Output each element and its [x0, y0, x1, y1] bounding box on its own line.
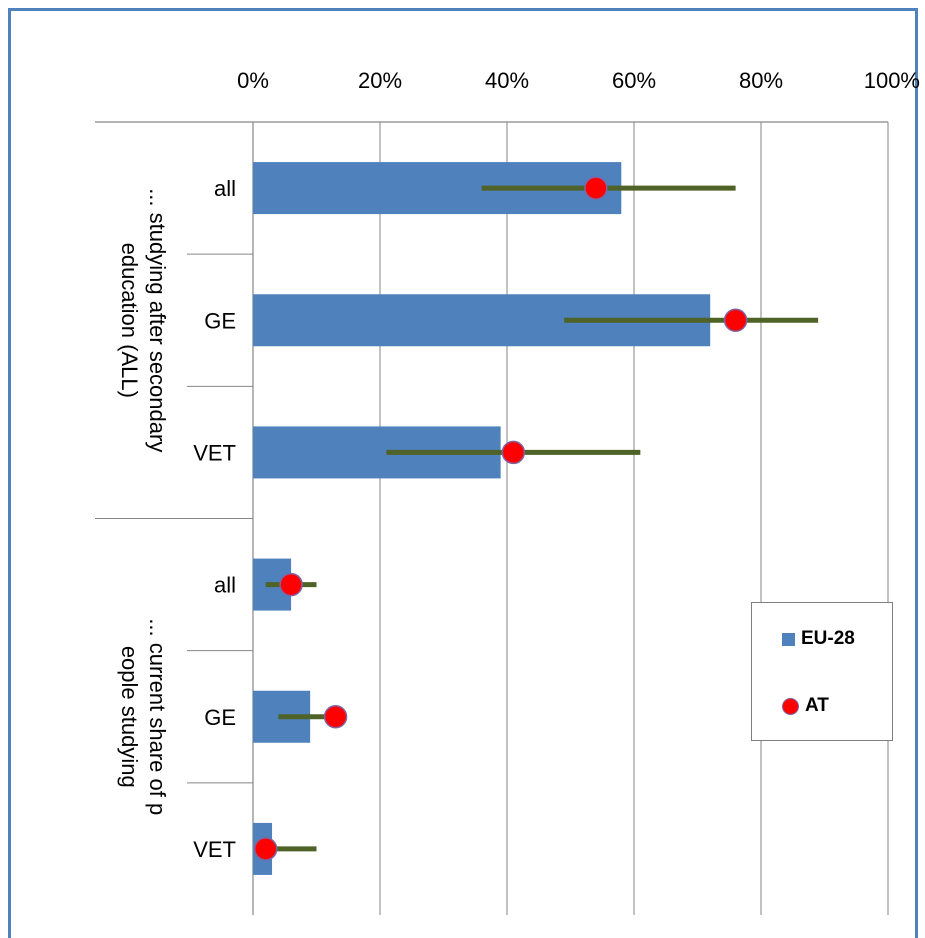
- group-label-line: ... studying after secondary: [145, 188, 170, 452]
- legend-item-eu28: EU-28: [782, 628, 855, 650]
- at-marker: [253, 837, 278, 861]
- at-marker: [323, 705, 348, 729]
- category-labels: all GE VET all GE VET: [193, 176, 236, 862]
- legend-item-at: AT: [782, 695, 829, 717]
- group-labels: ... studying after secondaryeducation (A…: [117, 188, 170, 815]
- x-tick-label: 60%: [612, 68, 656, 93]
- category-label: VET: [193, 440, 236, 465]
- x-tick-label: 40%: [485, 68, 529, 93]
- at-marker: [584, 176, 608, 200]
- gridlines: [379, 122, 889, 915]
- at-marker: [279, 572, 303, 597]
- group-label-line: ... current share of p: [145, 618, 170, 815]
- legend-label-at: AT: [805, 695, 829, 716]
- category-label: all: [214, 176, 236, 201]
- at-legend-marker: [782, 697, 799, 715]
- group-label-line: education (ALL): [117, 243, 142, 398]
- at-markers: [253, 176, 748, 861]
- legend: EU-28 AT: [751, 602, 893, 741]
- group-label: ... current share of people studying: [117, 618, 170, 815]
- axis-lines: [95, 121, 888, 915]
- at-marker: [501, 440, 526, 465]
- group-label: ... studying after secondaryeducation (A…: [117, 188, 170, 452]
- at-range-lines: [265, 185, 819, 852]
- category-label: GE: [204, 308, 236, 333]
- category-label: VET: [193, 837, 236, 862]
- eu28-bars: [253, 162, 711, 875]
- legend-label-eu28: EU-28: [801, 628, 855, 649]
- chart-frame: [8, 8, 918, 938]
- category-label: GE: [204, 705, 236, 730]
- group-label-line: eople studying: [117, 646, 142, 788]
- at-marker: [723, 308, 748, 332]
- category-label: all: [214, 573, 236, 598]
- eu28-legend-swatch: [782, 632, 795, 646]
- x-tick-label: 100%: [864, 68, 920, 93]
- x-tick-label: 20%: [358, 68, 402, 93]
- x-axis-ticks: 0% 20% 40% 60% 80% 100%: [237, 68, 920, 93]
- x-tick-label: 80%: [739, 68, 783, 93]
- x-tick-label: 0%: [237, 68, 269, 93]
